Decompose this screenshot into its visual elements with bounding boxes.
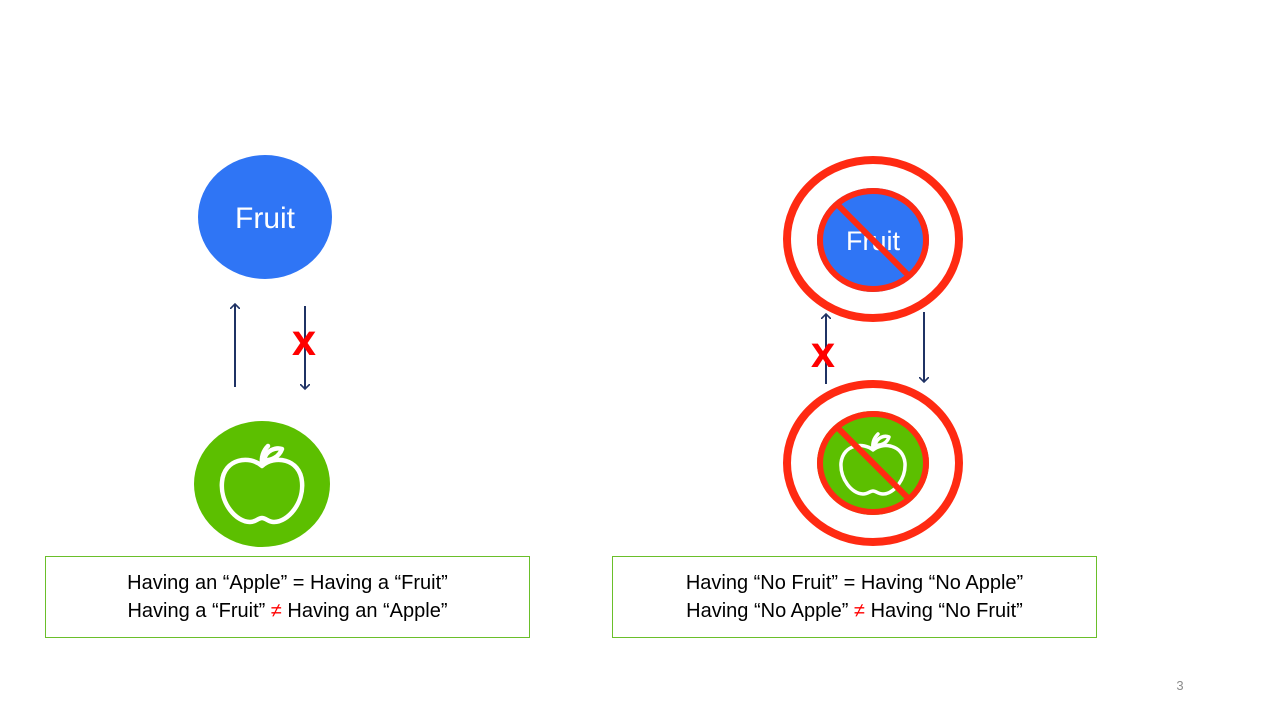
left-caption-line-2: Having a “Fruit” ≠ Having an “Apple” [127,597,447,625]
right-caption-line-2: Having “No Apple” ≠ Having “No Fruit” [686,597,1023,625]
right-cross-mark: X [811,337,836,375]
apple-icon [219,443,305,525]
right-no-apple-node [783,380,963,546]
right-no-fruit-node: Fruit [783,156,963,322]
right-caption-line-2-start: Having “No Apple” [686,600,855,622]
left-caption-line-2-end: Having an “Apple” [281,600,448,622]
left-caption-line-1: Having an “Apple” = Having a “Fruit” [127,569,448,597]
right-caption-line-1: Having “No Fruit” = Having “No Apple” [686,569,1023,597]
left-caption-line-1-text: Having an “Apple” = Having a “Fruit” [127,572,448,594]
left-fruit-node: Fruit [198,155,332,279]
left-apple-node [194,421,330,547]
not-equal-sign: ≠ [270,600,282,622]
apple-icon [839,432,907,496]
left-cross-mark: X [292,325,317,363]
prohibition-icon [817,188,929,292]
left-caption-line-2-start: Having a “Fruit” [127,600,271,622]
prohibition-icon [817,411,929,515]
page-number: 3 [1176,678,1184,693]
not-equal-sign: ≠ [854,600,866,622]
right-caption-box: Having “No Fruit” = Having “No Apple” Ha… [612,556,1097,638]
left-fruit-label: Fruit [235,202,296,235]
left-caption-box: Having an “Apple” = Having a “Fruit” Hav… [45,556,530,638]
right-caption-line-2-end: Having “No Fruit” [865,600,1023,622]
right-caption-line-1-text: Having “No Fruit” = Having “No Apple” [685,572,1024,594]
